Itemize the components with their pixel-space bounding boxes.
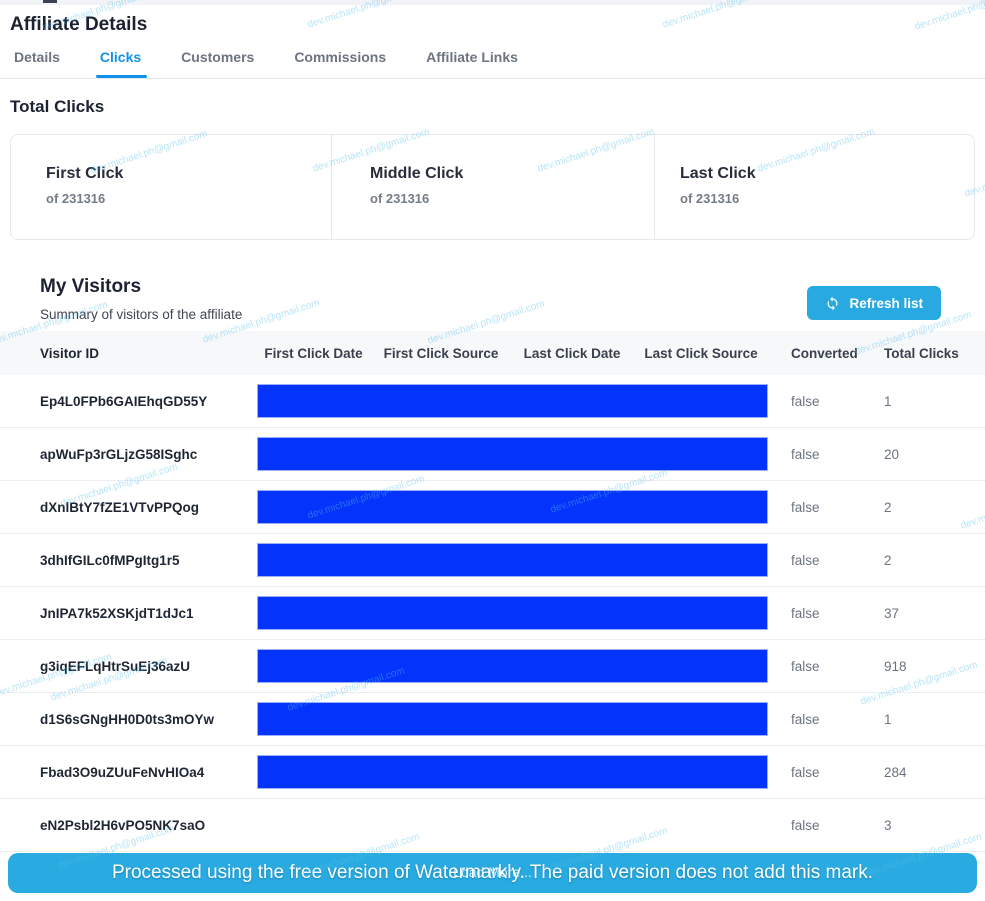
table-row: dXnlBtY7fZE1VTvPPQog false 2 (0, 481, 985, 534)
tab-commissions[interactable]: Commissions (294, 49, 386, 78)
table-row: 3dhIfGILc0fMPgItg1r5 false 2 (0, 534, 985, 587)
total-clicks-value: 20 (884, 446, 900, 462)
visitors-table: Visitor ID First Click Date First Click … (0, 331, 985, 852)
table-row: JnIPA7k52XSKjdT1dJc1 false 37 (0, 587, 985, 640)
tabs-divider (0, 78, 985, 79)
stat-label: Middle Click (370, 165, 464, 182)
last-click-stat: Last Click of 231316 (654, 135, 974, 239)
col-last-click-date: Last Click Date (523, 345, 621, 361)
converted-value: false (791, 711, 820, 727)
redaction-bar (257, 755, 768, 789)
col-converted: Converted (791, 345, 858, 361)
table-row: g3iqEFLqHtrSuEj36azU false 918 (0, 640, 985, 693)
total-clicks-value: 1 (884, 393, 892, 409)
redaction-bar (257, 490, 768, 524)
visitor-id: Fbad3O9uZUuFeNvHIOa4 (40, 764, 205, 780)
refresh-icon (825, 296, 840, 311)
converted-value: false (791, 393, 820, 409)
table-row: d1S6sGNgHH0D0ts3mOYw false 1 (0, 693, 985, 746)
tab-affiliate-links[interactable]: Affiliate Links (426, 49, 518, 78)
col-first-click-date: First Click Date (264, 345, 363, 361)
visitor-id: Ep4L0FPb6GAIEhqGD55Y (40, 393, 208, 409)
total-clicks-value: 3 (884, 817, 892, 833)
visitors-subtitle: Summary of visitors of the affiliate (40, 307, 243, 322)
redaction-bar (257, 596, 768, 630)
total-clicks-value: 37 (884, 605, 900, 621)
stat-subvalue: of 231316 (370, 191, 430, 206)
tab-customers[interactable]: Customers (181, 49, 254, 78)
converted-value: false (791, 552, 820, 568)
middle-click-stat: Middle Click of 231316 (331, 135, 654, 239)
col-first-click-source: First Click Source (383, 345, 499, 361)
tab-clicks[interactable]: Clicks (95, 49, 148, 78)
stat-subvalue: of 231316 (680, 191, 740, 206)
converted-value: false (791, 605, 820, 621)
table-row: Ep4L0FPb6GAIEhqGD55Y false 1 (0, 375, 985, 428)
redaction-bar (257, 702, 768, 736)
converted-value: false (791, 658, 820, 674)
table-header-row: Visitor ID First Click Date First Click … (0, 331, 985, 375)
refresh-list-button[interactable]: Refresh list (807, 286, 941, 320)
converted-value: false (791, 764, 820, 780)
col-total-clicks: Total Clicks (884, 345, 959, 361)
top-dash-artifact (43, 0, 57, 3)
stat-subvalue: of 231316 (46, 191, 106, 206)
table-row: Fbad3O9uZUuFeNvHIOa4 false 284 (0, 746, 985, 799)
total-clicks-value: 918 (884, 658, 907, 674)
col-last-click-source: Last Click Source (644, 345, 758, 361)
total-clicks-value: 2 (884, 499, 892, 515)
first-click-stat: First Click of 231316 (11, 135, 331, 239)
table-row: eN2Psbl2H6vPO5NK7saO false 3 (0, 799, 985, 852)
visitor-id: apWuFp3rGLjzG58ISghc (40, 446, 198, 462)
redaction-bar (257, 437, 768, 471)
load-more-button[interactable]: Load More... (0, 864, 985, 880)
top-strip (0, 0, 985, 5)
tab-bar: Details Clicks Customers Commissions Aff… (10, 49, 975, 78)
redaction-bar (257, 649, 768, 683)
total-clicks-card: First Click of 231316 Middle Click of 23… (10, 134, 975, 240)
converted-value: false (791, 499, 820, 515)
visitors-title: My Visitors (40, 276, 142, 297)
watermarkly-banner-text: Processed using the free version of Wate… (111, 862, 874, 883)
converted-value: false (791, 446, 820, 462)
stat-label: First Click (46, 165, 124, 182)
visitor-id: dXnlBtY7fZE1VTvPPQog (40, 499, 200, 515)
converted-value: false (791, 817, 820, 833)
total-clicks-heading: Total Clicks (10, 97, 105, 116)
refresh-button-label: Refresh list (849, 295, 923, 311)
redaction-bar (257, 384, 768, 418)
total-clicks-value: 1 (884, 711, 892, 727)
page-title: Affiliate Details (10, 14, 148, 35)
col-visitor-id: Visitor ID (40, 345, 100, 361)
visitor-id: g3iqEFLqHtrSuEj36azU (40, 658, 191, 674)
visitors-heading-block: My Visitors Summary of visitors of the a… (40, 276, 242, 322)
watermarkly-banner: Processed using the free version of Wate… (8, 853, 977, 893)
visitor-id: eN2Psbl2H6vPO5NK7saO (40, 817, 206, 833)
stat-label: Last Click (680, 165, 756, 182)
redaction-bar (257, 543, 768, 577)
table-row: apWuFp3rGLjzG58ISghc false 20 (0, 428, 985, 481)
visitor-id: 3dhIfGILc0fMPgItg1r5 (40, 552, 180, 568)
total-clicks-value: 2 (884, 552, 892, 568)
visitor-id: d1S6sGNgHH0D0ts3mOYw (40, 711, 215, 727)
tab-details[interactable]: Details (14, 49, 60, 78)
total-clicks-value: 284 (884, 764, 907, 780)
visitor-id: JnIPA7k52XSKjdT1dJc1 (40, 605, 194, 621)
